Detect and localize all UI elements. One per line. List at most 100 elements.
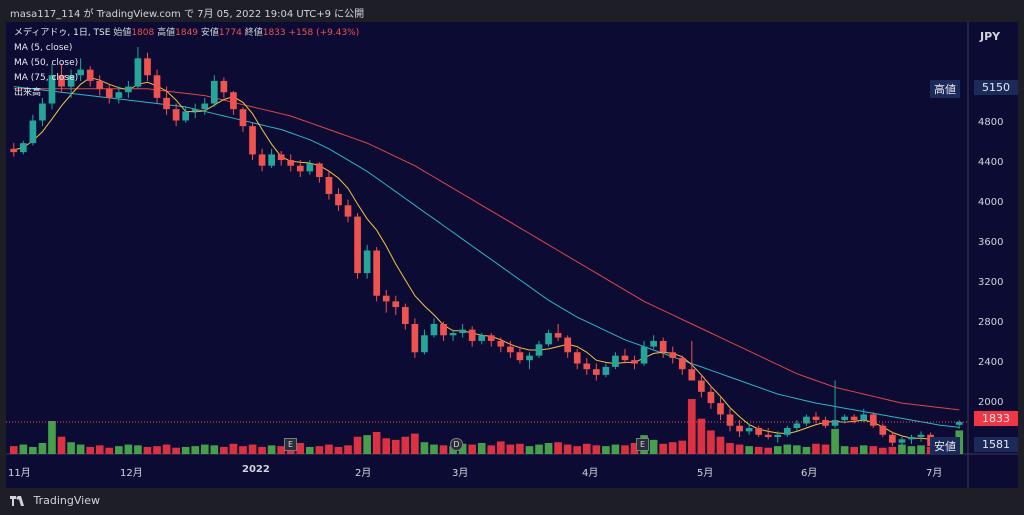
- earnings-event-marker-2[interactable]: E: [636, 438, 649, 451]
- candle-body: [755, 427, 763, 435]
- x-tick-nov: 11月: [8, 468, 31, 479]
- candle-body: [850, 416, 858, 421]
- dividend-event-marker[interactable]: D: [450, 438, 463, 451]
- candle-body: [401, 307, 409, 324]
- x-tick-jun: 6月: [801, 468, 818, 479]
- candle-body: [163, 97, 170, 110]
- volume-bar: [793, 445, 801, 454]
- candle-body: [268, 154, 275, 166]
- volume-bar: [19, 444, 28, 454]
- x-tick-may: 5月: [697, 468, 714, 479]
- candle-body: [39, 103, 46, 121]
- candle-body: [507, 346, 514, 353]
- tradingview-logo-icon: [10, 496, 24, 506]
- volume-bar: [602, 446, 610, 454]
- volume-bar: [38, 443, 47, 454]
- candle-body: [898, 439, 906, 443]
- candle-body: [354, 216, 361, 274]
- candle-body: [411, 323, 419, 353]
- legend-ohlc-row: メディアドゥ, 1日, TSE 始値1808 高値1849 安値1774 終値1…: [14, 26, 359, 41]
- volume-bar: [573, 446, 582, 454]
- candle-body: [612, 355, 619, 367]
- x-tick-feb: 2月: [355, 468, 372, 479]
- candle-body: [468, 329, 476, 341]
- candle-body: [841, 416, 848, 421]
- volume-bar: [344, 445, 352, 454]
- volume-bar: [516, 443, 524, 454]
- volume-bar: [764, 447, 773, 454]
- candle-body: [678, 357, 686, 370]
- y-tick-4400: 4400: [978, 157, 1004, 168]
- candle-body: [764, 434, 772, 438]
- volume-bar: [754, 446, 763, 454]
- volume-bar: [334, 446, 343, 454]
- candle-body: [201, 103, 209, 110]
- volume-bar: [716, 436, 725, 454]
- candle-body: [812, 416, 820, 421]
- volume-bar: [917, 445, 925, 454]
- volume-bar: [831, 428, 839, 454]
- candle-body: [125, 86, 132, 93]
- legend-indicator-ma5[interactable]: MA (5, close): [14, 43, 73, 53]
- candle-body: [115, 92, 123, 98]
- volume-bar: [181, 446, 190, 454]
- volume-bar: [783, 444, 792, 454]
- candle-body: [296, 165, 304, 172]
- ma50-line: [13, 86, 960, 428]
- volume-bar: [821, 444, 830, 454]
- y-tick-4800: 4800: [978, 117, 1004, 128]
- volume-bar: [9, 446, 18, 454]
- volume-bar: [153, 446, 161, 454]
- candle-body: [210, 80, 218, 104]
- candle-body: [239, 109, 247, 127]
- legend-open: 1808: [131, 28, 155, 38]
- legend-low-label: 安値: [200, 28, 219, 38]
- volume-bar: [401, 436, 410, 454]
- volume-bar: [315, 446, 324, 454]
- candle-body: [640, 346, 648, 364]
- legend-indicator-volume[interactable]: 出来高: [14, 88, 42, 98]
- volume-bar: [678, 440, 687, 454]
- volume-bar: [382, 438, 391, 454]
- candle-body: [144, 58, 151, 76]
- volume-bar: [239, 446, 247, 454]
- ma75-line: [13, 88, 960, 411]
- volume-bar: [487, 445, 496, 454]
- volume-bar: [220, 446, 228, 454]
- volume-bar: [115, 446, 123, 454]
- candle-body: [564, 337, 572, 353]
- volume-bar: [582, 443, 591, 454]
- footer-brand[interactable]: TradingView: [10, 494, 100, 507]
- volume-bar: [525, 446, 534, 454]
- volume-bar: [67, 442, 75, 454]
- publisher-bar: masa117_114 が TradingView.com で 7月 05, 2…: [0, 0, 1024, 22]
- legend-close: 1833: [262, 28, 286, 38]
- candle-body: [908, 437, 915, 440]
- volume-bar: [134, 445, 142, 454]
- candle-body: [793, 423, 801, 428]
- candle-body: [220, 80, 228, 93]
- candle-body: [325, 177, 333, 194]
- chart-frame[interactable]: メディアドゥ, 1日, TSE 始値1808 高値1849 安値1774 終値1…: [6, 22, 1018, 488]
- volume-bar: [497, 441, 505, 454]
- price-chart[interactable]: [6, 22, 1018, 488]
- candle-body: [421, 335, 428, 353]
- x-tick-apr: 4月: [582, 468, 599, 479]
- volume-bar: [840, 446, 849, 454]
- last-price-badge: 1833: [974, 411, 1018, 426]
- candle-body: [583, 363, 591, 370]
- legend-indicator-ma50[interactable]: MA (50, close): [14, 58, 79, 68]
- volume-bar: [258, 446, 266, 454]
- candle-body: [67, 75, 75, 87]
- candle-body: [917, 434, 925, 438]
- x-tick-jul: 7月: [926, 468, 943, 479]
- candle-body: [688, 369, 696, 381]
- candle-body: [373, 250, 381, 296]
- earnings-event-marker[interactable]: E: [284, 438, 297, 451]
- candle-body: [344, 205, 352, 217]
- currency-label[interactable]: JPY: [980, 30, 1001, 43]
- volume-bar: [649, 439, 658, 454]
- legend-indicator-ma75[interactable]: MA (75, close): [14, 73, 79, 83]
- y-tick-3600: 3600: [978, 237, 1004, 248]
- volume-bar: [888, 446, 897, 454]
